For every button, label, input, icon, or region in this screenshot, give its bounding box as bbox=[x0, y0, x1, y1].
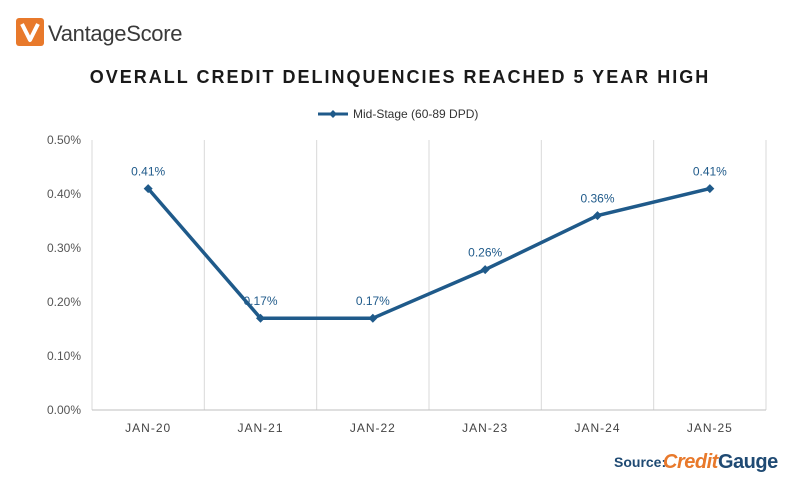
x-tick-label: JAN-20 bbox=[125, 421, 171, 435]
y-tick-label: 0.00% bbox=[47, 403, 81, 417]
data-label: 0.41% bbox=[131, 165, 165, 179]
x-tick-label: JAN-23 bbox=[462, 421, 508, 435]
data-point-marker bbox=[256, 313, 265, 323]
y-axis-ticks: 0.00% 0.10% 0.20% 0.30% 0.40% 0.50% bbox=[47, 133, 81, 417]
data-labels: 0.41% 0.17% 0.17% 0.26% 0.36% 0.41% bbox=[131, 165, 727, 309]
legend-entry: Mid-Stage (60-89 DPD) bbox=[353, 107, 478, 121]
series-line-mid-stage bbox=[146, 186, 711, 320]
data-label: 0.26% bbox=[468, 246, 502, 260]
y-tick-label: 0.20% bbox=[47, 295, 81, 309]
brand-name: VantageScore bbox=[48, 21, 182, 46]
data-point-marker bbox=[368, 313, 378, 323]
chart-title: OVERALL CREDIT DELINQUENCIES REACHED 5 Y… bbox=[90, 67, 710, 87]
brand-logo: VantageScore bbox=[16, 18, 183, 46]
x-tick-label: JAN-21 bbox=[237, 421, 283, 435]
brand-logo-mark bbox=[20, 23, 40, 42]
x-tick-label: JAN-22 bbox=[350, 421, 396, 435]
data-point-marker bbox=[593, 211, 602, 221]
source-brand-gauge: Gauge bbox=[718, 451, 778, 473]
y-tick-label: 0.10% bbox=[47, 349, 81, 363]
data-label: 0.41% bbox=[693, 165, 727, 179]
data-label: 0.17% bbox=[243, 294, 277, 308]
data-point-marker bbox=[480, 265, 490, 275]
data-point-marker bbox=[705, 184, 715, 194]
x-tick-label: JAN-25 bbox=[687, 421, 733, 435]
data-label: 0.17% bbox=[356, 294, 390, 308]
y-tick-label: 0.30% bbox=[47, 241, 81, 255]
source: Source: Credit Gauge bbox=[614, 451, 779, 473]
y-tick-label: 0.50% bbox=[47, 133, 81, 147]
legend-swatch-marker bbox=[329, 110, 337, 118]
source-brand-credit: Credit bbox=[663, 451, 720, 473]
gridlines bbox=[91, 140, 767, 410]
x-tick-label: JAN-24 bbox=[574, 421, 620, 435]
data-label: 0.36% bbox=[580, 192, 614, 206]
source-label: Source: bbox=[614, 454, 666, 470]
data-point-marker bbox=[143, 184, 153, 194]
series-markers bbox=[143, 184, 715, 323]
y-tick-label: 0.40% bbox=[47, 187, 81, 201]
x-axis-ticks: JAN-20 JAN-21 JAN-22 JAN-23 JAN-24 JAN-25 bbox=[125, 421, 733, 435]
legend: Mid-Stage (60-89 DPD) bbox=[318, 107, 478, 121]
